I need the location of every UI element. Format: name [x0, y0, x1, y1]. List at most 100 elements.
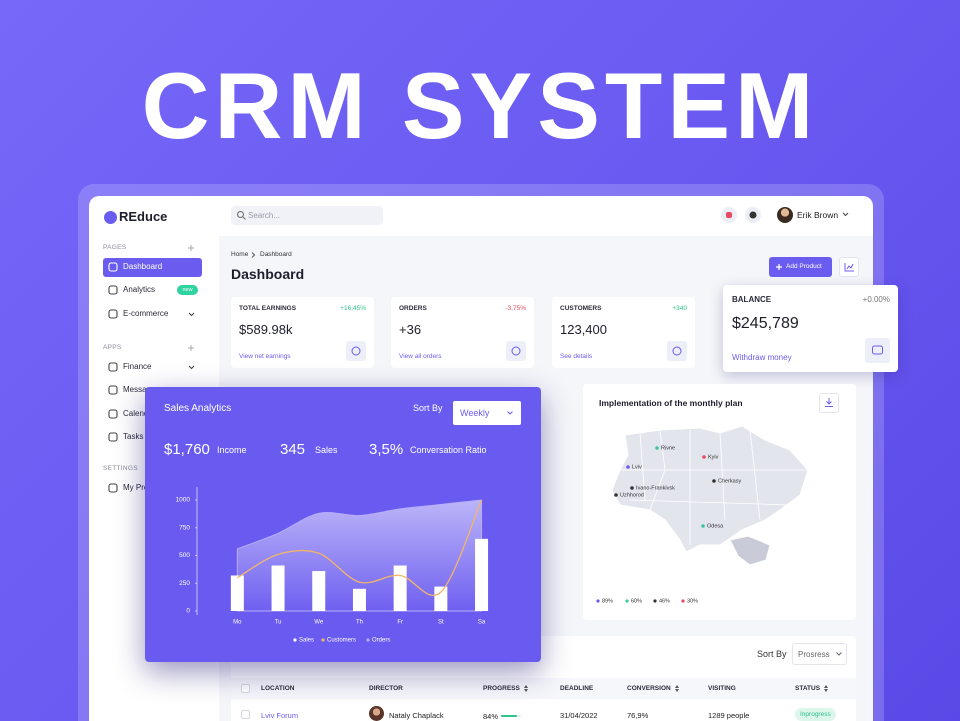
table-cell: 76,9% [627, 711, 649, 720]
checkbox[interactable] [241, 684, 250, 693]
user-avatar[interactable] [777, 207, 793, 223]
sidebar-section-title: APPS [103, 344, 122, 351]
search-box[interactable] [231, 206, 383, 225]
nav-item[interactable]: Calendar [123, 408, 156, 418]
sort-caret [507, 411, 513, 415]
sort-value[interactable]: Prosress [798, 650, 830, 659]
nav-item[interactable]: E-commerce [123, 308, 169, 318]
card-change: +340 [672, 305, 687, 312]
balance-title: BALANCE [732, 295, 772, 304]
card-link[interactable]: View net earnings [239, 353, 291, 360]
download-glyph [825, 398, 833, 407]
location-link[interactable]: Lviv Forum [261, 711, 299, 720]
area [236, 499, 483, 612]
hero-title: CRM SYSTEM [141, 53, 819, 158]
x-tick-label: We [314, 620, 324, 626]
card-link[interactable]: View all orders [399, 353, 442, 360]
region-border [719, 432, 726, 521]
bar [312, 571, 326, 611]
wallet-glyph [872, 345, 883, 355]
column-header: DIRECTOR [369, 685, 403, 692]
bar [393, 565, 407, 611]
x-tick-label: Tu [275, 620, 282, 626]
checkbox[interactable] [241, 710, 250, 719]
plus-icon [776, 264, 782, 270]
legend-label: 60% [631, 598, 642, 604]
x-tick-label: Sa [478, 620, 486, 626]
balance-link[interactable]: Withdraw money [732, 353, 792, 362]
sort-label: Sort By [757, 649, 787, 659]
card-icon [506, 341, 526, 361]
legend-dot [653, 599, 657, 603]
y-tick-label: 750 [179, 524, 190, 531]
legend-dot [366, 638, 370, 642]
city-label: Uzhhorod [620, 492, 644, 498]
column-header: CONVERSION [627, 685, 671, 692]
line [237, 499, 483, 596]
nav-item[interactable]: My Profile [123, 483, 159, 492]
panel-title: Sales Analytics [164, 403, 232, 414]
city-dot [655, 446, 659, 450]
nav-item[interactable]: Analytics [123, 285, 156, 295]
legend-label: Sales [299, 638, 314, 644]
nav-icon [108, 362, 118, 372]
bar [230, 575, 244, 611]
bar [475, 538, 489, 611]
region-border [629, 499, 791, 506]
legend-dot [293, 638, 297, 642]
chart-button[interactable] [839, 257, 859, 277]
breadcrumb: Dashboard [260, 251, 292, 258]
card-change: -3,75% [505, 305, 526, 312]
breadcrumb-sep [251, 252, 256, 258]
logo-mark [104, 211, 117, 224]
bar [352, 588, 366, 611]
y-tick-label: 0 [186, 608, 190, 615]
table-cell: 1289 people [708, 711, 750, 720]
column-header: PROGRESS [483, 685, 520, 692]
download-button[interactable] [819, 393, 839, 413]
card-title: ORDERS [399, 305, 427, 312]
nav-item[interactable]: Finance [123, 362, 152, 371]
sort-dropdown[interactable] [792, 643, 847, 665]
sort-arrows [523, 685, 528, 692]
city-dot [701, 524, 705, 528]
balance-icon [865, 338, 890, 363]
card-change: +16,45% [340, 305, 366, 312]
stat-label: Income [217, 445, 247, 455]
card-title: TOTAL EARNINGS [239, 305, 297, 312]
legend-label: Orders [372, 638, 390, 644]
nav-icon [108, 432, 118, 442]
city-label: Odesa [707, 523, 724, 529]
nav-icon [108, 285, 118, 295]
add-product-button[interactable] [769, 257, 832, 277]
nav-item[interactable]: Messages [123, 385, 160, 395]
bar [271, 565, 285, 611]
city-label: Cherkasy [718, 478, 741, 484]
legend-label: 46% [659, 598, 670, 604]
nav-item[interactable]: Dashboard [123, 262, 163, 271]
user-name[interactable]: Erik Brown [797, 210, 839, 220]
card-title: CUSTOMERS [560, 305, 602, 312]
card-value: 123,400 [560, 322, 607, 337]
nav-icon [108, 385, 118, 395]
stat-label: Conversation Ratio [410, 445, 487, 455]
card-link[interactable]: See details [560, 353, 593, 360]
card-icon [346, 341, 366, 361]
nav-icon [108, 483, 118, 493]
city-label: Rivne [661, 445, 675, 451]
add-product-label[interactable]: Add Product [786, 263, 822, 270]
legend-dot [625, 599, 629, 603]
info-glyph [749, 211, 757, 219]
nav-active[interactable] [103, 257, 202, 277]
nav-chevron [188, 312, 195, 316]
city-label: Kyiv [708, 454, 719, 460]
director-name: Nataly Chaplack [389, 711, 444, 720]
nav-icon [108, 262, 118, 272]
progress-fill [501, 715, 517, 717]
sort-value[interactable]: Weekly [460, 408, 490, 418]
nav-icon [108, 309, 118, 319]
legend-dot [596, 599, 600, 603]
card-glyph [672, 346, 682, 356]
nav-item[interactable]: Tasks [123, 431, 144, 441]
bar [434, 586, 448, 611]
